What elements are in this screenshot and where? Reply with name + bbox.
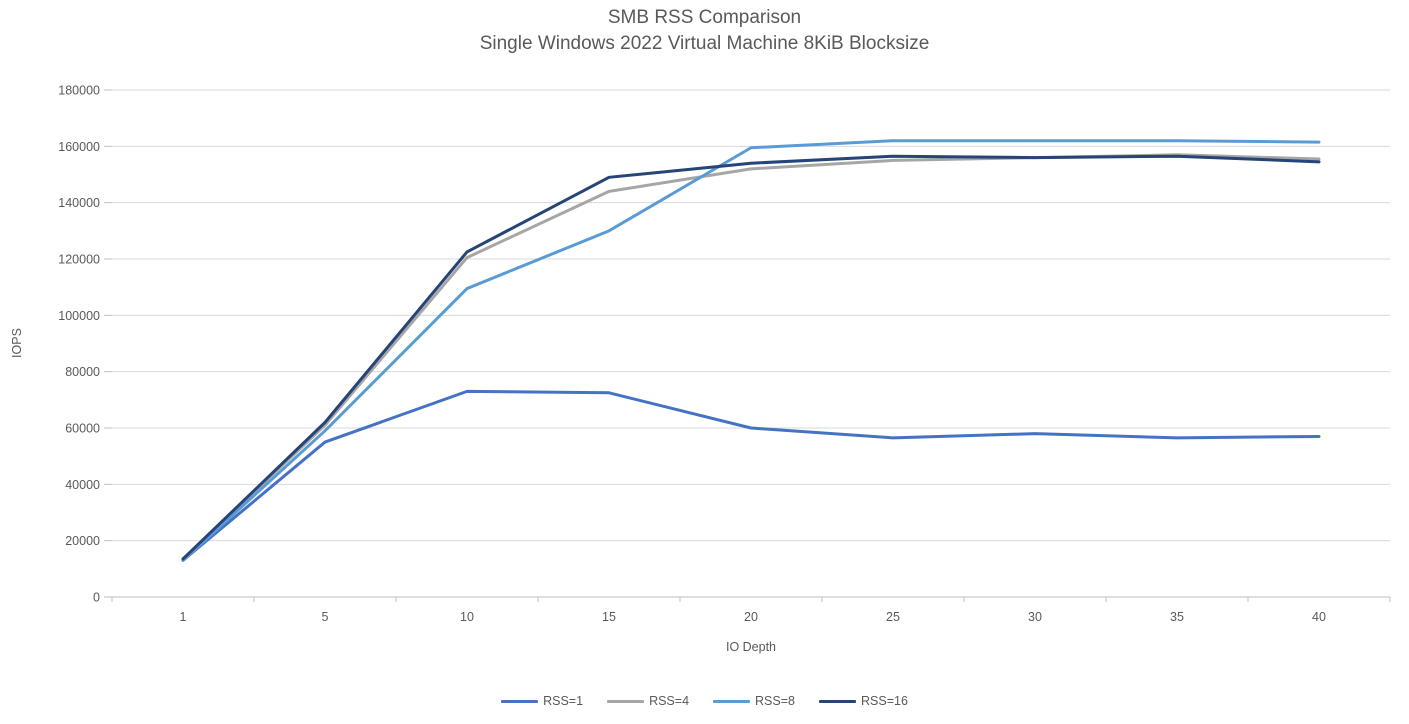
y-tick-label: 160000 bbox=[58, 140, 100, 154]
y-tick-label: 20000 bbox=[65, 534, 100, 548]
legend-item-rss-16: RSS=16 bbox=[819, 694, 908, 708]
x-tick-label: 35 bbox=[1170, 610, 1184, 624]
y-tick-label: 80000 bbox=[65, 365, 100, 379]
x-tick-label: 1 bbox=[180, 610, 187, 624]
series-line-rss-8 bbox=[181, 139, 1321, 562]
y-tick-label: 40000 bbox=[65, 478, 100, 492]
legend-item-rss-4: RSS=4 bbox=[607, 694, 689, 708]
x-tick-label: 20 bbox=[744, 610, 758, 624]
x-axis-title: IO Depth bbox=[725, 640, 777, 654]
y-tick-label: 0 bbox=[93, 591, 100, 605]
legend-line-swatch bbox=[819, 699, 856, 703]
y-tick-label: 100000 bbox=[58, 309, 100, 323]
series-line-rss-4 bbox=[181, 153, 1321, 561]
legend-label: RSS=1 bbox=[543, 694, 584, 708]
legend-label: RSS=16 bbox=[861, 694, 908, 708]
series-line-rss-16 bbox=[181, 154, 1321, 561]
legend-line-swatch bbox=[607, 699, 645, 703]
x-tick-label: 40 bbox=[1312, 610, 1326, 624]
x-tick-label: 30 bbox=[1028, 610, 1042, 624]
legend-line-swatch bbox=[713, 699, 751, 703]
legend-item-rss-1: RSS=1 bbox=[501, 694, 583, 708]
y-tick-label: 140000 bbox=[58, 196, 100, 210]
legend-label: RSS=4 bbox=[649, 694, 690, 708]
y-tick-label: 180000 bbox=[58, 84, 100, 98]
y-tick-label: 120000 bbox=[58, 253, 100, 267]
x-tick-label: 10 bbox=[460, 610, 474, 624]
chart-title-line2: Single Windows 2022 Virtual Machine 8KiB… bbox=[479, 33, 930, 54]
legend-line-swatch bbox=[501, 699, 539, 703]
series-line-rss-1 bbox=[181, 389, 1321, 562]
chart-title-line1: SMB RSS Comparison bbox=[607, 7, 802, 28]
y-tick-label: 60000 bbox=[65, 422, 100, 436]
x-tick-label: 5 bbox=[322, 610, 329, 624]
legend-label: RSS=8 bbox=[755, 694, 795, 708]
chart-title: SMB RSS Comparison Single Windows 2022 V… bbox=[0, 5, 1409, 57]
legend-item-rss-8: RSS=8 bbox=[713, 694, 795, 708]
chart-legend: RSS=1 RSS=4 RSS=8 RSS=16 bbox=[0, 694, 1409, 708]
x-tick-label: 25 bbox=[886, 610, 900, 624]
x-tick-label: 15 bbox=[602, 610, 616, 624]
